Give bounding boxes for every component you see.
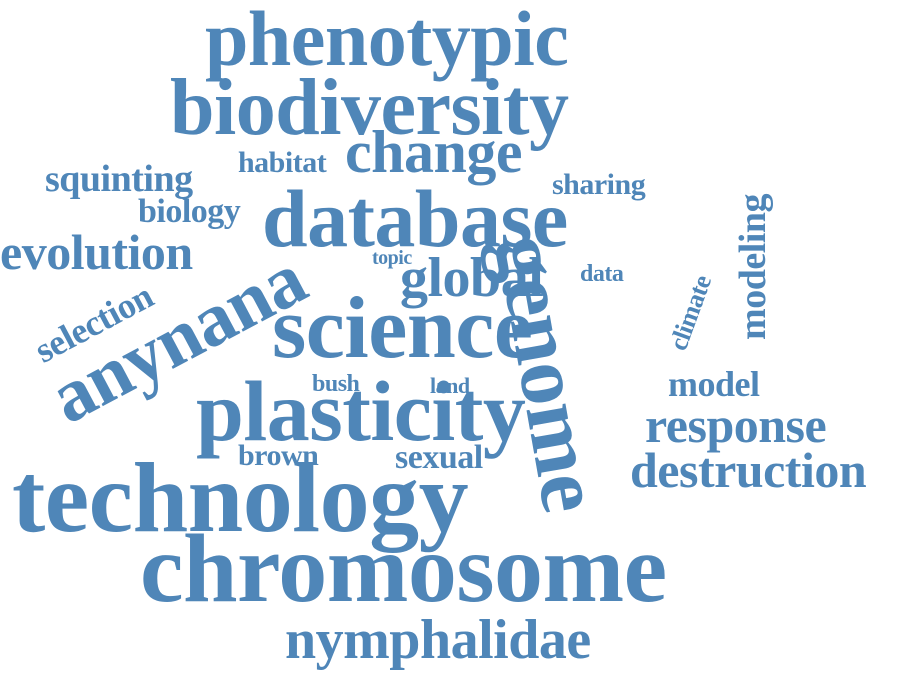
word-evolution: evolution <box>0 224 193 280</box>
word-destruction: destruction <box>630 442 867 498</box>
word-response: response <box>645 397 827 453</box>
word-habitat: habitat <box>238 146 327 179</box>
word-phenotypic: phenotypic <box>205 0 569 82</box>
word-brown: brown <box>238 439 319 472</box>
word-climate: climate <box>663 271 718 355</box>
word-nymphalidae: nymphalidae <box>285 609 591 671</box>
word-model: model <box>668 364 760 404</box>
word-data: data <box>580 261 624 287</box>
word-bush: bush <box>312 371 360 397</box>
word-land: land <box>430 373 470 398</box>
word-squinting: squinting <box>45 158 193 200</box>
word-change: change <box>345 119 523 185</box>
word-biodiversity: biodiversity <box>170 64 569 152</box>
word-sharing: sharing <box>552 168 646 201</box>
word-biology: biology <box>138 193 241 230</box>
word-sexual: sexual <box>395 439 483 476</box>
word-science: science <box>272 280 533 377</box>
word-chromosome: chromosome <box>140 515 667 623</box>
word-modeling: modeling <box>731 194 774 340</box>
word-database: database <box>262 173 568 264</box>
word-plasticity: plasticity <box>196 363 526 459</box>
word-technology: technology <box>12 442 469 553</box>
word-global: global <box>400 247 544 309</box>
word-topic: topic <box>372 247 412 269</box>
